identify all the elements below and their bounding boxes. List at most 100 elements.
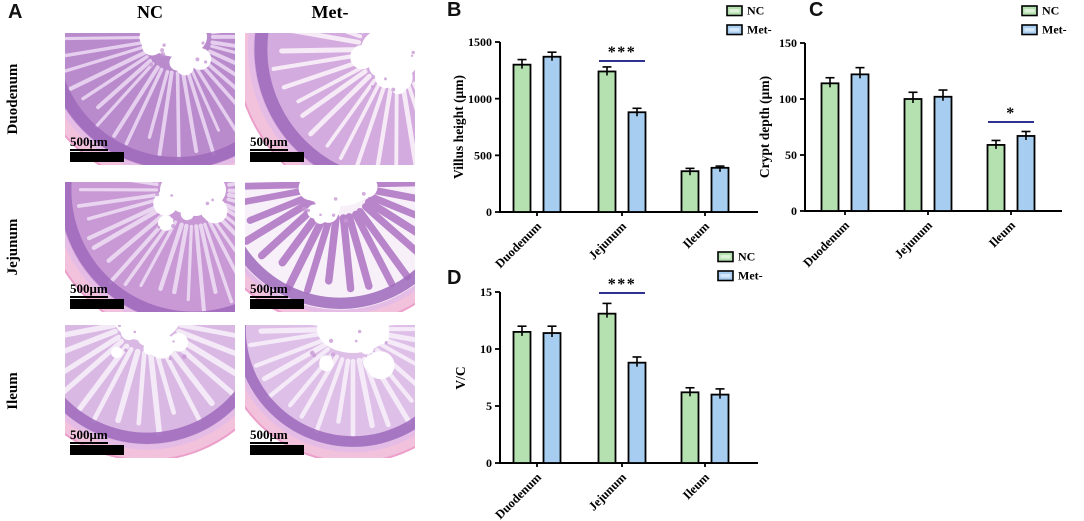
histology-ileum-nc: 500μm <box>65 325 235 458</box>
histology-image-jejunum-nc <box>65 182 235 312</box>
submucosa-ring <box>65 408 235 451</box>
category-label-duodenum: Duodenum <box>800 218 852 270</box>
legend-label-met: Met- <box>1042 23 1067 37</box>
bar-met-ileum <box>1016 135 1036 212</box>
chart-b: 0 500 1000 1500 Villus height (μm) Duodenum Je… <box>451 4 772 271</box>
histology-duodenum-nc: 500μm <box>65 33 235 165</box>
lumen <box>298 182 378 224</box>
y-axis-title: V/C <box>453 366 468 389</box>
category-label-jejunum: Jejunum <box>892 218 936 262</box>
error-bar <box>517 58 527 69</box>
histology-jejunum-met: 500μm <box>245 182 415 312</box>
scale-bar-rect <box>70 445 124 456</box>
scale-bar-label: 500μm <box>250 427 288 445</box>
scale-bar-ileum-nc: 500μm <box>70 426 124 456</box>
y-tick-label: 0 <box>486 205 492 219</box>
error-bar <box>547 325 557 338</box>
panel-b-label: B <box>447 0 462 21</box>
error-bar <box>685 167 695 176</box>
significance-stars: * <box>1006 105 1016 122</box>
chart-d: 0 5 10 15 V/C Duodenum Jejunum Ileum *** NC Met- <box>453 250 763 521</box>
crypt-ring <box>245 325 415 447</box>
y-tick-label: 50 <box>785 148 797 162</box>
error-bar <box>547 51 557 61</box>
y-tick-label: 0 <box>791 204 797 218</box>
histology-image-duodenum-met <box>245 33 415 165</box>
crypt-ring <box>65 182 235 312</box>
y-tick-label: 0 <box>486 456 492 470</box>
error-bar <box>715 165 725 172</box>
crypt-ring <box>245 246 415 309</box>
y-tick-label: 10 <box>480 342 492 356</box>
category-label-jejunum: Jejunum <box>586 470 630 514</box>
scale-bar-duodenum-met: 500μm <box>250 133 304 163</box>
y-axis-title: Villus height (μm) <box>451 75 466 179</box>
error-bar <box>938 89 948 101</box>
bar-nc-duodenum <box>512 63 532 213</box>
scale-bar-rect <box>250 152 304 163</box>
scale-bar-duodenum-nc: 500μm <box>70 133 124 163</box>
scale-bar-rect <box>250 299 304 310</box>
panel-d-label: D <box>447 267 462 289</box>
panel-c-label: C <box>809 0 824 21</box>
bar-nc-duodenum <box>820 82 840 212</box>
bar-met-ileum <box>710 393 730 464</box>
scale-bar-label: 500μm <box>70 134 108 152</box>
legend-c: NC Met- <box>1021 4 1067 37</box>
error-bar <box>602 302 612 318</box>
histology-image-ileum-met <box>245 325 415 458</box>
category-label-jejunum: Jejunum <box>586 219 630 263</box>
scale-bar-label: 500μm <box>70 281 108 299</box>
muscularis-ring <box>65 415 235 458</box>
legend-swatch-highlight <box>720 274 731 278</box>
bar-met-jejunum <box>933 95 953 212</box>
scale-bar-jejunum-met: 500μm <box>250 280 304 310</box>
crypt-ring <box>254 33 340 165</box>
bar-met-duodenum <box>850 73 870 212</box>
scale-bar-rect <box>70 152 124 163</box>
legend-swatch-highlight <box>1024 9 1035 13</box>
legend-label-nc: NC <box>1042 4 1059 18</box>
villi-texture <box>271 33 415 165</box>
lumen-debris <box>301 191 366 224</box>
y-tick-label: 150 <box>779 36 797 50</box>
chart-c: 0 50 100 150 Crypt depth (μm) Duodenum Jejunum… <box>757 4 1067 270</box>
y-axis-title: Crypt depth (μm) <box>757 76 772 178</box>
histology-image-jejunum-met <box>245 182 415 312</box>
scale-bar-ileum-met: 500μm <box>250 426 304 456</box>
villi-texture <box>245 182 415 294</box>
bar-met-duodenum <box>542 55 562 213</box>
lumen-debris <box>155 192 215 229</box>
legend-swatch-highlight <box>729 28 740 32</box>
lumen-debris <box>309 329 388 358</box>
category-label-ileum: Ileum <box>680 470 712 502</box>
error-bar <box>1021 130 1031 140</box>
histology-jejunum-nc: 500μm <box>65 182 235 312</box>
bar-met-ileum <box>710 166 730 213</box>
lumen-debris <box>117 325 187 361</box>
bar-met-jejunum <box>627 111 647 213</box>
significance-stars: *** <box>608 44 637 61</box>
legend-swatch-highlight <box>729 9 740 13</box>
error-bar <box>715 388 725 399</box>
scale-bar-label: 500μm <box>250 281 288 299</box>
bar-nc-ileum <box>680 391 700 464</box>
panel-a-col-header-met: Met- <box>311 2 349 22</box>
bar-met-duodenum <box>542 332 562 464</box>
submucosa-ring <box>245 377 415 453</box>
legend-swatch-highlight <box>1024 28 1035 32</box>
bar-nc-ileum <box>986 144 1006 212</box>
panel-a-label: A <box>8 1 23 23</box>
crypt-ring <box>65 80 235 165</box>
crypt-ring <box>65 390 235 444</box>
villi-texture <box>76 182 235 312</box>
bar-nc-ileum <box>680 170 700 213</box>
legend-d: NC Met- <box>717 250 763 283</box>
histology-image-ileum-nc <box>65 325 235 458</box>
error-bar <box>825 76 835 88</box>
significance-stars: *** <box>608 276 637 293</box>
scale-bar-label: 500μm <box>70 427 108 445</box>
submucosa-ring <box>247 33 313 165</box>
error-bar <box>632 107 642 117</box>
